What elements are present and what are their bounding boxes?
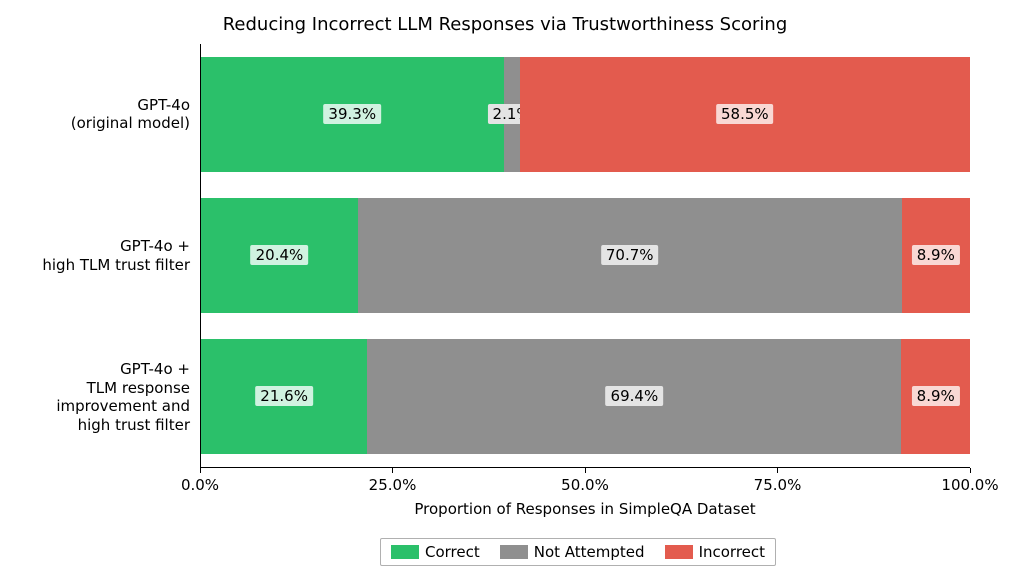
- row-gpt4o-trust-filter: 20.4% 70.7% 8.9%: [201, 198, 970, 314]
- x-axis-label: Proportion of Responses in SimpleQA Data…: [200, 500, 970, 518]
- row-gpt4o-tlm-improvement-label: GPT-4o + TLM response improvement and hi…: [10, 360, 190, 435]
- row-gpt4o-trust-filter-label: GPT-4o + high TLM trust filter: [10, 237, 190, 275]
- x-tick: [200, 468, 201, 473]
- row-gpt4o-original: 39.3%2.1%58.5%: [201, 57, 970, 173]
- x-tick-label: 50.0%: [561, 476, 609, 494]
- legend-swatch-correct: [391, 545, 419, 559]
- figure: Reducing Incorrect LLM Responses via Tru…: [0, 0, 1010, 586]
- chart-title: Reducing Incorrect LLM Responses via Tru…: [0, 14, 1010, 35]
- x-tick: [392, 468, 393, 473]
- legend-label-correct: Correct: [425, 543, 480, 561]
- x-tick: [970, 468, 971, 473]
- legend-label-notattempted: Not Attempted: [534, 543, 645, 561]
- row-gpt4o-tlm-improvement: 21.6% 69.4% 8.9%: [201, 339, 970, 455]
- x-tick-label: 75.0%: [754, 476, 802, 494]
- segment-label-correct: 20.4%: [251, 245, 309, 265]
- segment-label-incorrect: 58.5%: [716, 104, 774, 124]
- segment-label-incorrect: 8.9%: [912, 245, 960, 265]
- x-tick: [585, 468, 586, 473]
- segment-label-correct: 39.3%: [323, 104, 381, 124]
- x-tick: [777, 468, 778, 473]
- segment-label-correct: 21.6%: [255, 386, 313, 406]
- segment-label-incorrect: 8.9%: [912, 386, 960, 406]
- x-tick-label: 25.0%: [369, 476, 417, 494]
- legend-item-notattempted: Not Attempted: [500, 543, 645, 561]
- segment-label-notattempted: 70.7%: [601, 245, 659, 265]
- legend-swatch-notattempted: [500, 545, 528, 559]
- legend-label-incorrect: Incorrect: [699, 543, 765, 561]
- legend-item-incorrect: Incorrect: [665, 543, 765, 561]
- x-tick-label: 100.0%: [941, 476, 998, 494]
- legend-item-correct: Correct: [391, 543, 480, 561]
- row-gpt4o-original-label: GPT-4o (original model): [10, 96, 190, 134]
- x-tick-label: 0.0%: [181, 476, 219, 494]
- legend: Correct Not Attempted Incorrect: [380, 538, 776, 566]
- legend-swatch-incorrect: [665, 545, 693, 559]
- plot-area: 39.3%2.1%58.5% 20.4% 70.7% 8.9% 21.6% 69.4% 8.…: [200, 44, 970, 468]
- segment-label-notattempted: 69.4%: [606, 386, 664, 406]
